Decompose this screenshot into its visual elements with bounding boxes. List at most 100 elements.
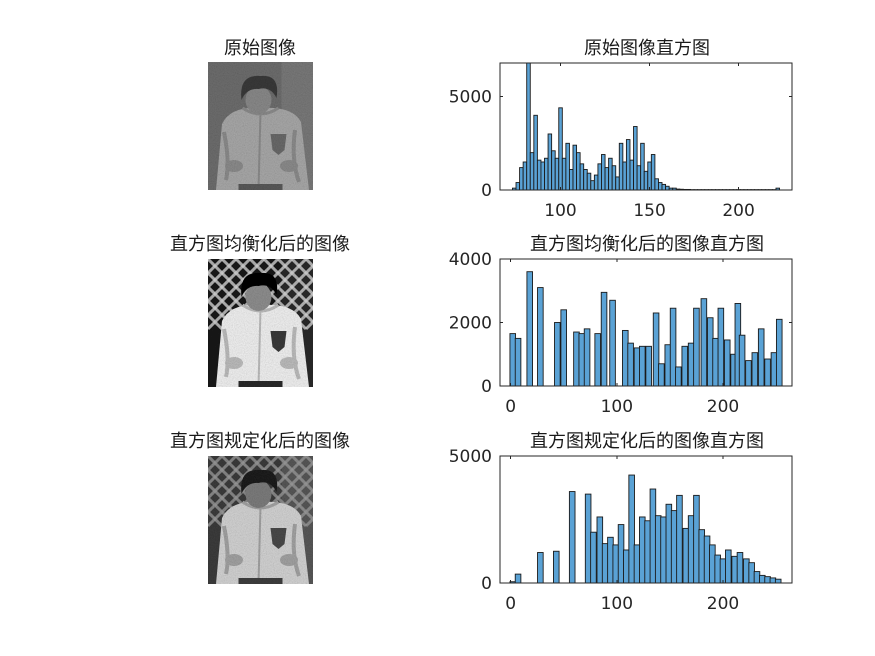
histogram-bar [633,544,641,584]
y-tick-label: 0 [481,574,492,594]
x-tick-label: 100 [601,594,633,614]
axes-box [499,455,793,584]
histogram-bar [622,329,629,387]
histogram-bar [738,334,746,387]
histogram-bar [700,298,708,387]
histogram-bar [731,555,738,584]
histogram-bar [640,142,645,191]
photo-specified-icon [208,456,313,584]
histogram-bar [670,510,678,584]
histogram-bar [645,345,652,387]
histogram-bar [628,474,635,584]
histogram-bar [537,552,544,584]
histogram-bar [544,157,549,191]
histogram-bar [709,544,716,584]
histogram-bar [736,552,744,584]
histogram-bar [774,578,782,584]
histogram-bar [757,328,765,387]
histogram-bar [647,161,652,191]
histogram-bar [652,312,660,387]
histogram-original: 原始图像直方图 100 150 200 0 5000 [449,38,793,221]
x-tick-label: 200 [707,594,739,614]
histogram-bar [565,142,570,191]
histogram-bar [540,161,545,191]
histogram-bar [618,142,624,191]
histogram-bar [660,516,667,584]
histogram-bar [676,494,683,584]
histogram-bar [568,491,576,584]
histogram-bar [578,333,586,387]
histogram-bar [509,333,517,387]
histogram-bar [759,574,766,584]
histogram-bar [576,152,581,191]
chart-title: 直方图均衡化后的图像直方图 [530,234,764,255]
histogram-bar [714,554,721,584]
histogram-bar [753,571,761,584]
histogram-bar [558,107,563,191]
histogram-bar [764,358,771,387]
histogram-bar [639,345,646,387]
histogram-bar [568,169,574,191]
histogram-bar [601,154,606,191]
histogram-bar [547,133,553,191]
histogram-bar [553,550,560,584]
histogram-bar [554,157,560,191]
image-title-original: 原始图像 [224,38,296,59]
histogram-bar [593,174,599,191]
histogram-bar [625,139,631,191]
histogram-bar [515,182,521,191]
histogram-bar [586,172,592,191]
image-panel-specified: 直方图规定化后的图像 [170,431,350,584]
histogram-bar [514,337,522,387]
histogram-bar [554,322,561,387]
histogram-bar [519,167,524,191]
histogram-bar [706,317,714,387]
histogram-bar [551,150,556,191]
histogram-bar [687,515,695,584]
histogram-bar [643,170,649,191]
histogram-bar [561,157,567,191]
histogram-bar [743,558,750,584]
histogram-bar [633,347,641,387]
histogram-bar [629,159,634,191]
histogram-bar [579,163,585,191]
x-tick-label: 200 [707,397,739,417]
histogram-bar [604,167,610,191]
y-tick-label: 2000 [449,314,492,334]
histogram-bar [597,163,602,191]
histogram-bar [658,182,663,191]
histogram-bar [560,309,567,387]
histogram-bar [537,287,544,387]
x-tick-label: 150 [633,201,665,221]
histogram-bar [717,307,725,387]
histogram-bar [719,558,727,584]
histogram-bar [600,291,608,387]
histogram-bar [583,169,588,191]
histogram-bar [623,549,630,584]
histogram-bar [698,529,706,584]
histogram-bar [590,180,595,191]
x-tick-label: 200 [722,201,754,221]
photo-equalized-icon [208,259,313,387]
histogram-bar [615,176,620,191]
histogram-bar [522,161,528,191]
histogram-bar [583,328,591,387]
y-tick-label: 4000 [449,250,492,270]
histogram-bar [639,516,646,584]
image-panel-original: 原始图像 [208,38,313,190]
histogram-bar [682,527,690,584]
histogram-bar [665,185,670,191]
histogram-bar [669,307,677,387]
y-tick-label: 0 [481,181,492,201]
x-tick-label: 0 [505,397,516,417]
histogram-bar [533,114,538,191]
histogram-bar [596,516,604,584]
histogram-bar [594,333,601,387]
histogram-bar [607,536,614,584]
histogram-bar [693,307,700,387]
photo-original-icon [208,62,313,190]
histogram-bar [665,503,673,584]
y-tick-label: 5000 [449,447,492,467]
x-tick-label: 0 [505,594,516,614]
